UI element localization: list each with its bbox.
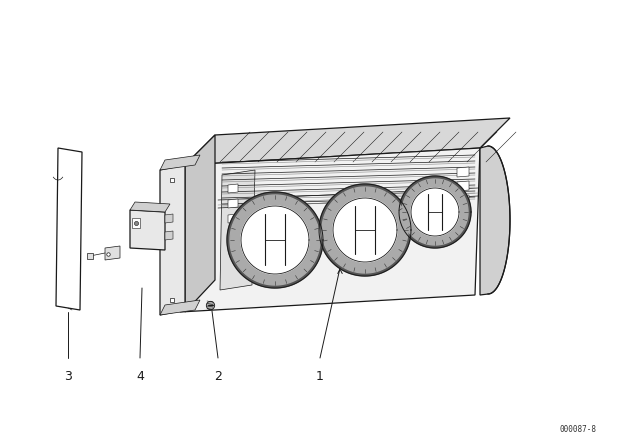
Polygon shape bbox=[319, 184, 411, 276]
Polygon shape bbox=[105, 246, 120, 260]
Polygon shape bbox=[480, 146, 510, 295]
Polygon shape bbox=[228, 199, 238, 208]
Polygon shape bbox=[165, 231, 173, 240]
Polygon shape bbox=[457, 195, 469, 205]
Polygon shape bbox=[130, 210, 165, 250]
Polygon shape bbox=[322, 187, 408, 273]
Polygon shape bbox=[220, 170, 255, 290]
Polygon shape bbox=[411, 188, 459, 236]
Polygon shape bbox=[132, 218, 140, 228]
Polygon shape bbox=[228, 184, 238, 193]
Text: 000087-8: 000087-8 bbox=[559, 426, 596, 435]
Polygon shape bbox=[160, 165, 185, 315]
Text: 2: 2 bbox=[214, 370, 222, 383]
Text: 3: 3 bbox=[64, 370, 72, 383]
Polygon shape bbox=[165, 214, 173, 223]
Polygon shape bbox=[402, 179, 468, 245]
Polygon shape bbox=[185, 135, 215, 312]
Polygon shape bbox=[457, 167, 469, 177]
Polygon shape bbox=[228, 214, 238, 223]
Polygon shape bbox=[130, 202, 170, 212]
Polygon shape bbox=[160, 155, 200, 170]
Polygon shape bbox=[227, 192, 323, 288]
Polygon shape bbox=[185, 118, 510, 165]
Polygon shape bbox=[230, 195, 320, 285]
Text: 4: 4 bbox=[136, 370, 144, 383]
Text: 1: 1 bbox=[316, 370, 324, 383]
Polygon shape bbox=[399, 176, 471, 248]
Polygon shape bbox=[180, 148, 480, 312]
Polygon shape bbox=[457, 181, 469, 191]
Polygon shape bbox=[160, 300, 200, 315]
Polygon shape bbox=[333, 198, 397, 262]
Polygon shape bbox=[241, 206, 309, 274]
Polygon shape bbox=[56, 148, 82, 310]
